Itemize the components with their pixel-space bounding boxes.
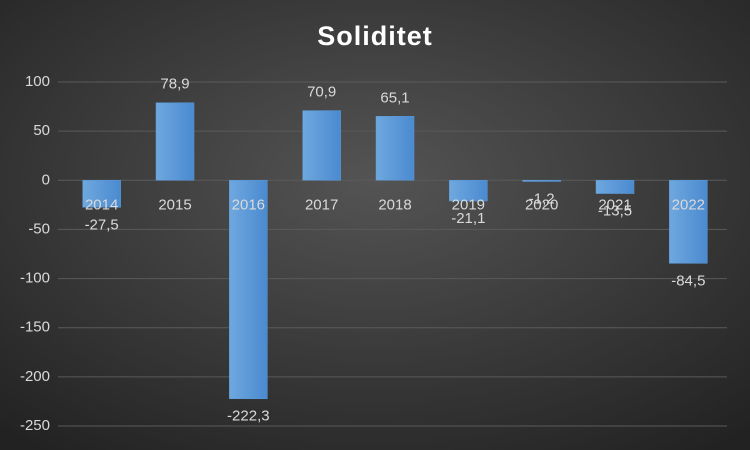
value-label: -21,1 bbox=[451, 210, 485, 227]
y-tick-label: -50 bbox=[28, 220, 50, 237]
value-label: -1,2 bbox=[529, 190, 555, 207]
value-label: 78,9 bbox=[160, 76, 189, 93]
y-tick-label: 100 bbox=[25, 73, 50, 90]
x-tick-label: 2016 bbox=[232, 196, 265, 213]
chart-title: Soliditet bbox=[317, 21, 433, 51]
value-label: -13,5 bbox=[598, 203, 632, 220]
y-tick-label: -250 bbox=[20, 417, 50, 434]
x-tick-label: 2021 bbox=[598, 196, 631, 213]
x-tick-label: 2018 bbox=[378, 196, 411, 213]
value-label: 70,9 bbox=[307, 84, 336, 101]
x-tick-label: 2014 bbox=[85, 196, 118, 213]
y-tick-label: 0 bbox=[42, 171, 50, 188]
y-tick-label: -100 bbox=[20, 270, 50, 287]
value-label: -84,5 bbox=[671, 272, 705, 289]
bar bbox=[522, 180, 561, 182]
bar bbox=[302, 110, 341, 181]
value-label: 65,1 bbox=[380, 89, 409, 106]
x-tick-label: 2022 bbox=[672, 196, 705, 213]
bar bbox=[155, 102, 195, 181]
y-tick-label: -200 bbox=[20, 368, 50, 385]
value-label: -27,5 bbox=[85, 216, 119, 233]
x-tick-label: 2019 bbox=[452, 196, 485, 213]
bar bbox=[375, 116, 415, 181]
bar bbox=[595, 180, 635, 194]
x-tick-label: 2017 bbox=[305, 196, 338, 213]
y-tick-label: -150 bbox=[20, 319, 50, 336]
bar bbox=[449, 180, 488, 202]
x-tick-label: 2020 bbox=[525, 196, 558, 213]
value-label: -222,3 bbox=[227, 408, 270, 425]
bar bbox=[82, 180, 121, 208]
bar bbox=[669, 180, 708, 264]
y-tick-label: 50 bbox=[33, 122, 50, 139]
x-tick-label: 2015 bbox=[158, 196, 191, 213]
bar bbox=[229, 180, 268, 400]
